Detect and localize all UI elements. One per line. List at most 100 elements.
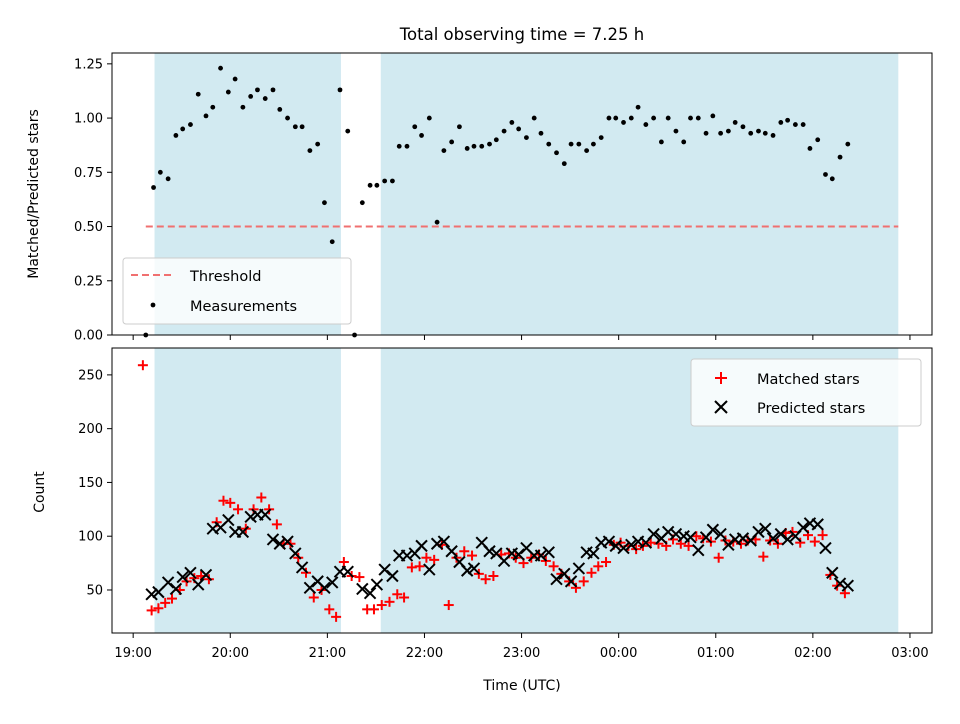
predicted-point-45 xyxy=(483,545,496,558)
predicted-point-b-26 xyxy=(341,565,354,578)
predicted-point-19 xyxy=(289,547,302,560)
measurement-point-65 xyxy=(628,115,634,121)
predicted-point-b-20 xyxy=(295,561,309,574)
measurement-point-44 xyxy=(471,143,477,149)
count-y-axis-label: Count xyxy=(32,471,48,513)
measurement-point-83 xyxy=(762,130,768,136)
measurement-point-15 xyxy=(255,87,260,93)
predicted-point-b-19 xyxy=(289,547,302,560)
measurement-point-2 xyxy=(157,169,163,175)
predicted-point-0 xyxy=(145,588,158,601)
legend-matched-label: Matched stars xyxy=(757,372,860,388)
predicted-point-b-23 xyxy=(318,581,331,595)
predicted-point-26 xyxy=(341,565,354,578)
matched-point-31 xyxy=(368,604,379,615)
measurement-point-75 xyxy=(703,130,709,136)
predicted-point-b-69 xyxy=(661,525,675,539)
predicted-point-30 xyxy=(370,578,384,591)
predicted-point-b-34 xyxy=(400,549,414,562)
matched-point-68 xyxy=(645,537,656,548)
predicted-point-38 xyxy=(430,537,444,550)
measurement-point-60 xyxy=(591,141,596,147)
predicted-point-64 xyxy=(625,538,638,552)
measurement-point-82 xyxy=(756,128,761,134)
ratio-y-axis-label: Matched/Predicted stars xyxy=(26,109,42,279)
predicted-star-points xyxy=(145,508,855,601)
predicted-point-b-91 xyxy=(826,566,839,579)
ratio-y-tick-label-4: 1.00 xyxy=(74,112,103,127)
measurement-point-9 xyxy=(210,104,216,110)
predicted-point-72 xyxy=(684,531,697,544)
count-x-tick-label-8: 03:00 xyxy=(891,646,928,661)
predicted-point-b-53 xyxy=(542,546,555,559)
matched-point-90 xyxy=(809,536,820,547)
predicted-point-62 xyxy=(609,539,622,553)
measurement-point-64 xyxy=(621,120,626,125)
matched-point-11 xyxy=(218,495,229,506)
legend-measurements-swatch xyxy=(150,302,156,308)
predicted-point-20 xyxy=(295,561,309,574)
predicted-point-b-12 xyxy=(236,525,250,539)
ratio-legend: Threshold Measurements xyxy=(122,257,352,325)
predicted-point-56 xyxy=(564,575,578,588)
predicted-point-53 xyxy=(542,546,555,559)
measurement-point-78 xyxy=(725,128,731,134)
measurement-point-36 xyxy=(412,124,418,130)
predicted-point-b-3 xyxy=(169,582,183,596)
measurement-point-67 xyxy=(643,122,649,127)
predicted-point-b-37 xyxy=(423,563,436,576)
measurement-point-20 xyxy=(292,124,298,130)
predicted-point-b-32 xyxy=(386,569,399,583)
matched-point-18 xyxy=(271,519,282,530)
count-y-tick-label-2: 150 xyxy=(78,476,103,491)
measurement-point-7 xyxy=(195,91,201,97)
predicted-point-b-5 xyxy=(184,566,197,579)
matched-point-41 xyxy=(443,600,454,611)
predicted-point-91 xyxy=(826,566,839,579)
count-y-tick-label-1: 100 xyxy=(78,530,103,545)
measurement-point-53 xyxy=(538,130,544,136)
measurement-point-93 xyxy=(837,154,843,160)
measurement-point-59 xyxy=(584,148,590,154)
predicted-point-b-60 xyxy=(594,536,608,549)
measurement-point-21 xyxy=(299,124,305,130)
predicted-point-b-6 xyxy=(192,578,205,591)
ratio-x-ticks xyxy=(132,335,911,340)
predicted-point-57 xyxy=(572,562,586,575)
measurement-point-6 xyxy=(188,122,193,127)
predicted-point-4 xyxy=(176,570,189,584)
predicted-point-b-8 xyxy=(206,522,219,535)
matched-point-16 xyxy=(256,492,267,503)
predicted-point-b-22 xyxy=(311,575,324,588)
measurement-point-3 xyxy=(165,176,171,182)
predicted-point-b-81 xyxy=(752,525,765,539)
matched-point-62 xyxy=(601,557,612,568)
legend-matched-swatch xyxy=(715,372,727,384)
predicted-point-b-4 xyxy=(176,570,189,584)
measurement-point-51 xyxy=(524,135,529,141)
measurement-point-80 xyxy=(740,124,746,130)
predicted-point-b-56 xyxy=(564,575,578,588)
measurement-point-46 xyxy=(487,141,492,147)
measurement-point-92 xyxy=(829,176,835,182)
predicted-point-b-93 xyxy=(841,579,855,592)
matched-point-83 xyxy=(758,551,769,562)
measurement-point-66 xyxy=(635,104,641,110)
ratio-y-tick-label-5: 1.25 xyxy=(74,57,103,72)
measurement-point-11 xyxy=(225,89,231,95)
predicted-point-b-30 xyxy=(370,578,384,591)
measurement-point-62 xyxy=(606,115,612,121)
predicted-point-67 xyxy=(647,527,660,541)
matched-point-37 xyxy=(414,561,425,572)
matched-point-74 xyxy=(691,531,702,542)
count-x-tick-label-1: 20:00 xyxy=(212,646,249,661)
measurement-point-49 xyxy=(509,120,515,125)
predicted-point-54 xyxy=(550,573,563,586)
predicted-point-b-18 xyxy=(281,535,294,548)
ratio-y-tick-label-1: 0.25 xyxy=(74,274,103,289)
predicted-point-70 xyxy=(669,527,683,541)
matched-point-0 xyxy=(137,360,148,371)
matched-point-32 xyxy=(376,600,387,611)
matched-point-43 xyxy=(459,546,470,557)
measurement-point-73 xyxy=(688,115,693,121)
